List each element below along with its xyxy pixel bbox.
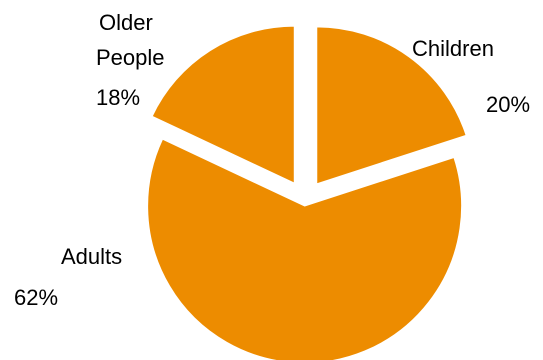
pie-slices (147, 25, 467, 360)
slice-label-children: Children (412, 36, 494, 61)
pie-slice-children (316, 26, 467, 185)
pie-slice-adults (147, 138, 463, 360)
pie-slice-older-people (151, 25, 295, 184)
slice-label-older-people-line1: Older (99, 10, 153, 35)
slice-value-adults: 62% (14, 285, 58, 310)
slice-value-older-people: 18% (96, 85, 140, 110)
slice-value-children: 20% (486, 92, 530, 117)
slice-label-older-people-line2: People (96, 45, 165, 70)
slice-label-adults: Adults (61, 244, 122, 269)
